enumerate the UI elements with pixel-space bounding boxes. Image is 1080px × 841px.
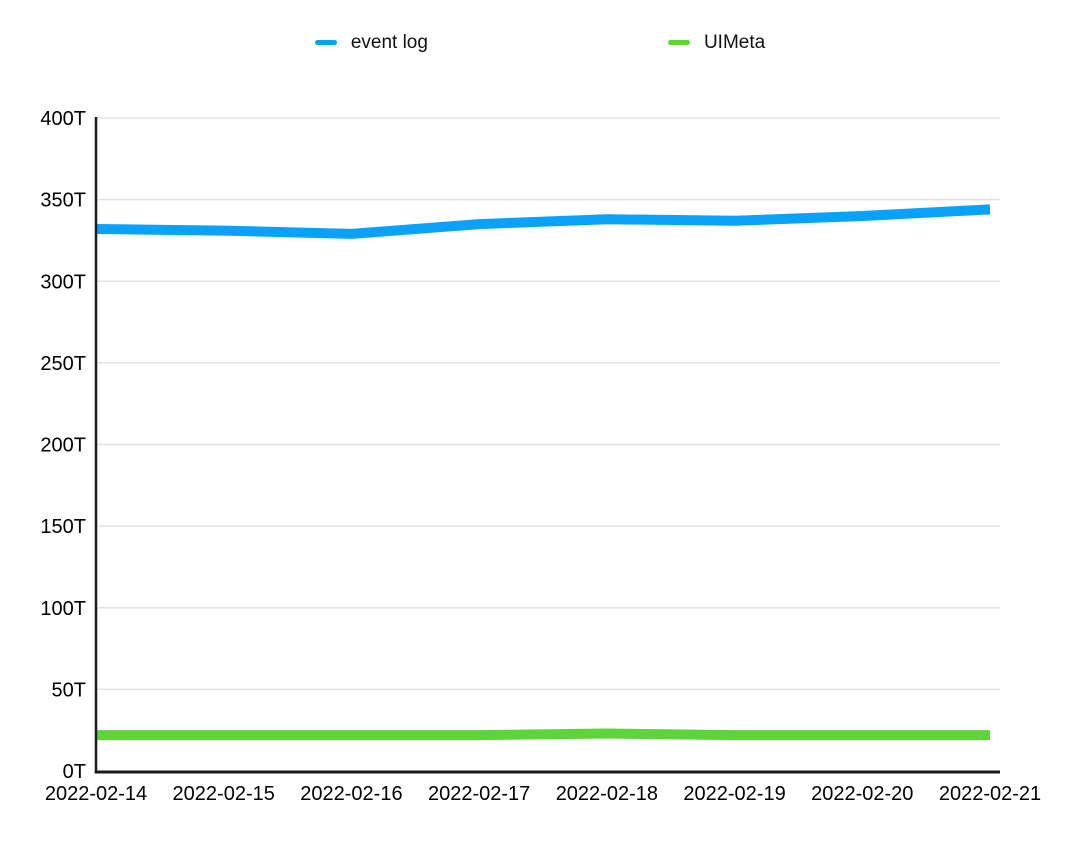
chart-legend: event log UIMeta — [0, 26, 1080, 58]
y-tick-label-50T: 50T — [52, 679, 86, 701]
x-tick-label-2022-02-16: 2022-02-16 — [300, 783, 402, 805]
x-tick-label-2022-02-21: 2022-02-21 — [939, 783, 1041, 805]
x-tick-label-2022-02-19: 2022-02-19 — [683, 783, 785, 805]
x-tick-label-2022-02-17: 2022-02-17 — [428, 783, 530, 805]
legend-label-event-log: event log — [350, 31, 428, 53]
legend-label-uimeta: UIMeta — [703, 31, 766, 53]
y-tick-label-250T: 250T — [40, 353, 86, 375]
event-log-line — [95, 204, 991, 239]
legend-item-uimeta[interactable]: UIMeta — [667, 31, 766, 53]
y-tick-label-400T: 400T — [40, 108, 86, 130]
uimeta-line-swatch-icon — [667, 39, 690, 45]
y-tick-label-350T: 350T — [40, 190, 86, 212]
x-tick-label-2022-02-14: 2022-02-14 — [45, 783, 147, 805]
legend-item-event-log[interactable]: event log — [314, 31, 428, 53]
x-tick-label-2022-02-18: 2022-02-18 — [556, 783, 658, 805]
x-tick-label-2022-02-20: 2022-02-20 — [811, 783, 913, 805]
y-tick-label-0T: 0T — [63, 761, 86, 783]
y-tick-label-300T: 300T — [40, 271, 86, 293]
y-tick-label-100T: 100T — [40, 598, 86, 620]
y-tick-label-200T: 200T — [40, 435, 86, 457]
y-tick-label-150T: 150T — [40, 516, 86, 538]
event-log-line-swatch-icon — [314, 39, 337, 45]
x-tick-label-2022-02-15: 2022-02-15 — [173, 783, 275, 805]
uimeta-line — [96, 728, 990, 741]
